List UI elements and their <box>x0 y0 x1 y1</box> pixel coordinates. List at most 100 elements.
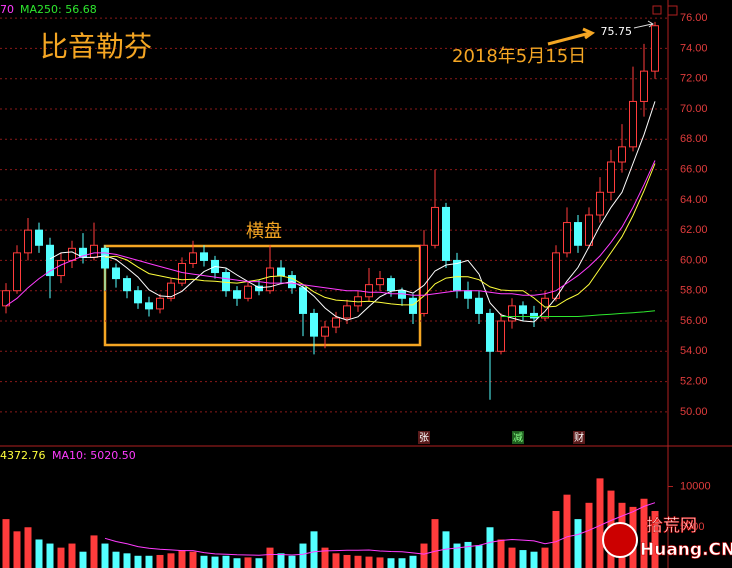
annotation: 2018年5月15日 <box>452 46 586 67</box>
volume-bar <box>222 555 230 568</box>
candle-body <box>332 317 340 328</box>
y-tick-label: 62.00 <box>680 224 708 236</box>
volume-bar <box>596 478 604 568</box>
candle-body <box>310 312 318 337</box>
volume-bar <box>310 531 318 568</box>
volume-bar <box>101 543 109 568</box>
candle-body <box>222 272 230 292</box>
candle-body <box>189 252 197 264</box>
candle-body <box>233 290 241 299</box>
candle-body <box>365 284 373 298</box>
ma-line <box>104 163 656 308</box>
candle-body <box>442 206 450 261</box>
volume-bar <box>90 535 98 568</box>
y-tick-label: 50.00 <box>680 406 708 418</box>
y-tick-label: 58.00 <box>680 285 708 297</box>
candle-body <box>387 278 395 292</box>
candle-body <box>563 222 571 254</box>
volume-bar <box>288 555 296 568</box>
candle-body <box>145 302 153 310</box>
candle-body <box>46 244 54 277</box>
candle-body <box>167 282 175 299</box>
volume-bar <box>2 519 10 568</box>
annotation: 横盘 <box>246 221 282 242</box>
volume-bar <box>200 555 208 568</box>
volume-bar <box>530 551 538 568</box>
pointer <box>633 20 654 29</box>
candle-body <box>409 297 417 314</box>
volume-bar <box>585 502 593 568</box>
candle-body <box>57 259 65 277</box>
volume-bar <box>387 558 395 568</box>
candle-body <box>112 267 120 280</box>
volume-bar <box>497 539 505 568</box>
volume-bar <box>365 556 373 568</box>
icon <box>667 5 678 16</box>
y-tick-label: 76.00 <box>680 12 708 24</box>
candle-body <box>13 252 21 292</box>
candle-body <box>585 214 593 246</box>
chart-title: 比音勒芬 <box>40 30 152 63</box>
candle-body <box>200 252 208 261</box>
candle-body <box>244 285 252 299</box>
y-tick-label: 52.00 <box>680 375 708 387</box>
volume-bar <box>79 551 87 568</box>
event-marker: 减 <box>513 432 523 444</box>
volume-bar <box>409 555 417 568</box>
volume-bar <box>431 519 439 568</box>
candle-body <box>431 206 439 246</box>
candle-body <box>35 229 43 246</box>
icon <box>652 5 662 15</box>
volume-bar <box>57 547 65 568</box>
event-marker: 财 <box>574 431 584 444</box>
candle-body <box>2 290 10 307</box>
header-left: 4372.76 <box>0 449 46 462</box>
event-marker: 张 <box>419 432 429 444</box>
candle-body <box>640 70 648 102</box>
event-marker-box <box>418 431 430 444</box>
candle-body <box>134 290 142 304</box>
y-tick-label: 60.00 <box>680 254 708 266</box>
volume-bar <box>464 541 472 568</box>
y-tick-label: 56.00 <box>680 315 708 327</box>
event-marker-box <box>512 431 524 444</box>
volume-bar <box>354 555 362 568</box>
candle-body <box>343 305 351 319</box>
volume-bar <box>574 519 582 568</box>
annotation: 75.75 <box>601 25 633 38</box>
volume-bar <box>167 553 175 568</box>
volume-bar <box>299 543 307 568</box>
candle-body <box>530 312 538 319</box>
volume-bar <box>541 547 549 568</box>
candle-body <box>508 305 516 322</box>
candle-body <box>420 244 428 314</box>
volume-bar <box>266 547 274 568</box>
watermark: 拾荒网 <box>646 516 697 536</box>
volume-bar <box>145 555 153 568</box>
volume-bar <box>112 551 120 568</box>
candle-body <box>618 146 626 163</box>
candle-body <box>519 305 527 314</box>
volume-bar <box>13 531 21 568</box>
volume-bar <box>486 527 494 568</box>
ma-line <box>5 160 656 307</box>
watermark: Huang.CN <box>640 540 732 560</box>
volume-bar <box>178 550 186 568</box>
candle-body <box>497 320 505 352</box>
candle-body <box>541 297 549 319</box>
candle-body <box>574 222 582 246</box>
volume-bar <box>442 531 450 568</box>
candle-body <box>299 287 307 314</box>
candle-body <box>464 290 472 299</box>
volume-bar <box>35 539 43 568</box>
volume-bar <box>244 557 252 568</box>
volume-bar <box>398 558 406 568</box>
y-tick-label: 74.00 <box>680 42 708 54</box>
ma-label: MA10: 5020.50 <box>52 449 136 462</box>
volume-bar <box>68 543 76 568</box>
event-marker-box <box>573 431 585 444</box>
volume-bar <box>453 543 461 568</box>
y-tick-label: 66.00 <box>680 163 708 175</box>
